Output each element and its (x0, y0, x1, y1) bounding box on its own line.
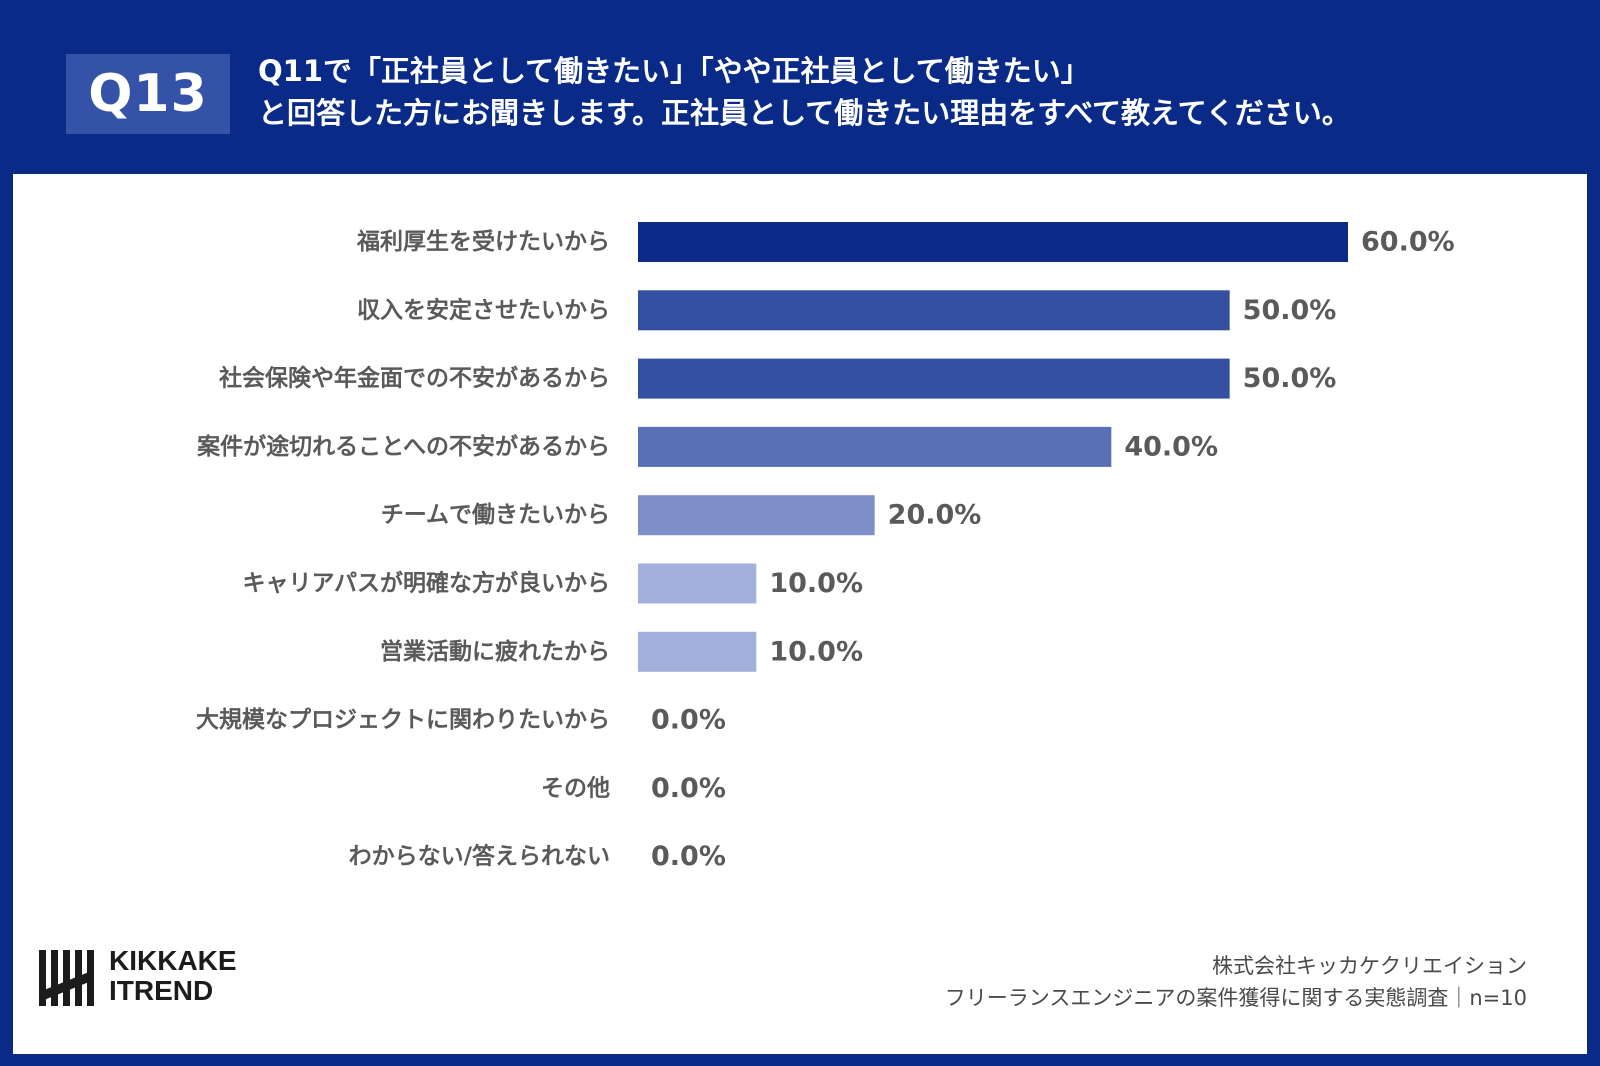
bar (638, 358, 1230, 399)
header: Q13 Q11で「正社員として働きたい」「やや正社員として働きたい」 と回答した… (0, 0, 1600, 172)
kikkake-itrend-logo: KIKKAKE ITREND (39, 946, 269, 1010)
value-label: 40.0% (1124, 431, 1218, 462)
category-label: 収入を安定させたいから (357, 296, 610, 323)
bar (638, 495, 875, 536)
logo-line-1: KIKKAKE (109, 945, 237, 976)
value-label: 0.0% (651, 773, 726, 804)
chart-panel: 福利厚生を受けたいから 60.0% 収入を安定させたいから 50.0% 社会保険や年金面… (13, 174, 1587, 1054)
value-label: 50.0% (1243, 363, 1337, 394)
bar (638, 563, 757, 604)
credit-company: 株式会社キッカケクリエイション (1212, 954, 1527, 978)
value-label: 20.0% (888, 500, 982, 531)
question-text: Q11で「正社員として働きたい」「やや正社員として働きたい」 と回答した方にお聞… (258, 50, 1578, 134)
logo-mark-icon (39, 950, 94, 1006)
value-label: 10.0% (769, 636, 863, 667)
category-label: わからない/答えられない (349, 843, 610, 870)
value-label: 10.0% (769, 568, 863, 599)
value-label: 0.0% (651, 841, 726, 872)
value-label: 60.0% (1361, 227, 1455, 258)
question-number-badge: Q13 (66, 54, 230, 134)
category-label: 社会保険や年金面での不安があるから (219, 365, 610, 392)
bar (638, 631, 757, 672)
category-label: チームで働きたいから (381, 502, 610, 528)
question-line-2: と回答した方にお聞きします。正社員として働きたい理由をすべて教えてください。 (258, 96, 1351, 130)
credit-survey: フリーランスエンジニアの案件獲得に関する実態調査｜n=10 (944, 986, 1527, 1010)
bar (638, 222, 1348, 262)
category-label: 福利厚生を受けたいから (356, 228, 610, 255)
bar (638, 290, 1230, 331)
question-line-1: Q11で「正社員として働きたい」「やや正社員として働きたい」 (258, 54, 1090, 88)
value-label: 0.0% (651, 705, 726, 736)
category-label: 大規模なプロジェクトに関わりたいから (196, 707, 610, 733)
category-label: 案件が途切れることへの不安があるから (196, 433, 610, 460)
logo-line-2: ITREND (109, 975, 214, 1006)
bar (638, 426, 1112, 467)
source-credit: 株式会社キッカケクリエイション フリーランスエンジニアの案件獲得に関する実態調査… (945, 950, 1527, 1014)
value-label: 50.0% (1243, 295, 1337, 326)
category-label: その他 (541, 775, 610, 801)
category-label: キャリアパスが明確な方が良いから (242, 570, 610, 597)
category-label: 営業活動に疲れたから (380, 638, 610, 665)
bar-chart: 福利厚生を受けたいから 60.0% 収入を安定させたいから 50.0% 社会保険や年金面… (196, 222, 1455, 872)
